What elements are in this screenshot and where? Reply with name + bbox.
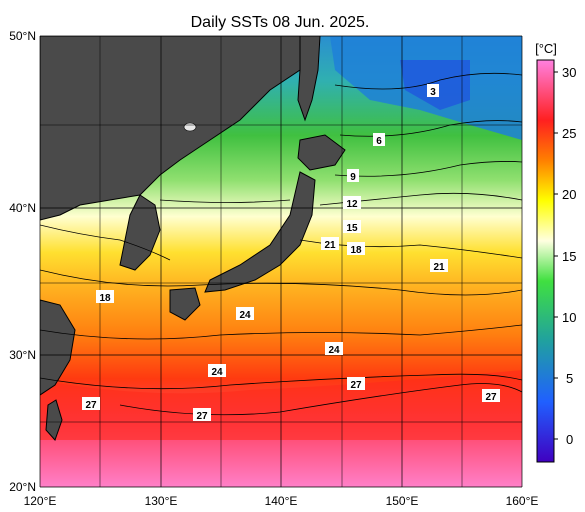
lon-label: 150°E <box>386 494 419 508</box>
isotherm-line <box>159 199 291 203</box>
contour-label: 27 <box>82 397 100 411</box>
colorbar-tick: 5 <box>566 371 573 386</box>
svg-text:12: 12 <box>346 199 358 210</box>
lon-label: 140°E <box>265 494 298 508</box>
contour-label: 6 <box>373 133 385 147</box>
svg-text:24: 24 <box>239 310 251 321</box>
lon-label: 160°E <box>506 494 539 508</box>
colorbar-tick: 20 <box>562 187 576 202</box>
lat-label: 40°N <box>9 201 36 215</box>
map-title: Daily SSTs 08 Jun. 2025. <box>191 14 370 31</box>
contour-label: 27 <box>482 389 500 403</box>
colorbar-tick: 25 <box>562 126 576 141</box>
contour-label: 27 <box>193 408 211 422</box>
svg-text:6: 6 <box>376 136 382 147</box>
svg-text:24: 24 <box>328 345 340 356</box>
contour-label: 21 <box>321 237 339 251</box>
colorbar-unit: [°C] <box>535 41 557 56</box>
latitude-labels: 50°N 40°N 30°N 20°N <box>9 29 36 494</box>
contour-label: 24 <box>208 364 226 378</box>
land-kyushu <box>169 287 201 321</box>
svg-text:27: 27 <box>85 400 97 411</box>
lon-label: 130°E <box>145 494 178 508</box>
contour-label: 24 <box>236 307 254 321</box>
colorbar: [°C] 30 25 20 15 10 5 0 <box>535 41 576 463</box>
land-asia <box>40 36 301 221</box>
isotherm-line <box>334 72 522 90</box>
lat-label: 30°N <box>9 348 36 362</box>
svg-text:27: 27 <box>196 411 208 422</box>
contour-label: 24 <box>325 342 343 356</box>
land-sakhalin <box>297 36 321 122</box>
svg-text:21: 21 <box>433 262 445 273</box>
contour-label: 18 <box>347 242 365 256</box>
contour-label: 9 <box>347 169 359 183</box>
lat-label: 20°N <box>9 480 36 494</box>
land-china-coast <box>40 299 76 396</box>
colorbar-tick: 30 <box>562 65 576 80</box>
contour-label: 18 <box>96 290 114 304</box>
isotherm-line <box>40 324 522 340</box>
land-taiwan <box>45 399 63 441</box>
isotherm-line <box>40 224 171 261</box>
contour-label: 27 <box>347 377 365 391</box>
longitude-labels: 120°E 130°E 140°E 150°E 160°E <box>24 494 539 508</box>
isotherm-line <box>40 373 522 390</box>
svg-text:18: 18 <box>350 245 362 256</box>
contour-labels: 3 6 9 12 15 18 21 21 18 24 24 24 27 27 2… <box>82 84 500 422</box>
svg-text:27: 27 <box>350 380 362 391</box>
svg-text:9: 9 <box>350 172 356 183</box>
lat-label: 50°N <box>9 29 36 43</box>
contour-label: 3 <box>427 84 439 98</box>
isotherm-line <box>334 161 522 177</box>
land-honshu <box>204 171 316 293</box>
svg-text:21: 21 <box>324 240 336 251</box>
contour-label: 21 <box>430 259 448 273</box>
svg-text:15: 15 <box>346 223 358 234</box>
colorbar-tick: 0 <box>566 432 573 447</box>
land-island <box>183 122 197 132</box>
land-hokkaido <box>297 134 346 171</box>
contour-label: 12 <box>343 196 361 210</box>
graticule <box>39 35 523 488</box>
colorbar-tick: 10 <box>562 310 576 325</box>
lon-label: 120°E <box>24 494 57 508</box>
contour-label: 15 <box>343 220 361 234</box>
svg-text:3: 3 <box>430 87 436 98</box>
svg-text:18: 18 <box>99 293 111 304</box>
colorbar-tick: 15 <box>562 249 576 264</box>
svg-text:24: 24 <box>211 367 223 378</box>
colorbar-scale <box>536 59 555 463</box>
isotherm-line <box>40 269 522 296</box>
svg-text:27: 27 <box>485 392 497 403</box>
